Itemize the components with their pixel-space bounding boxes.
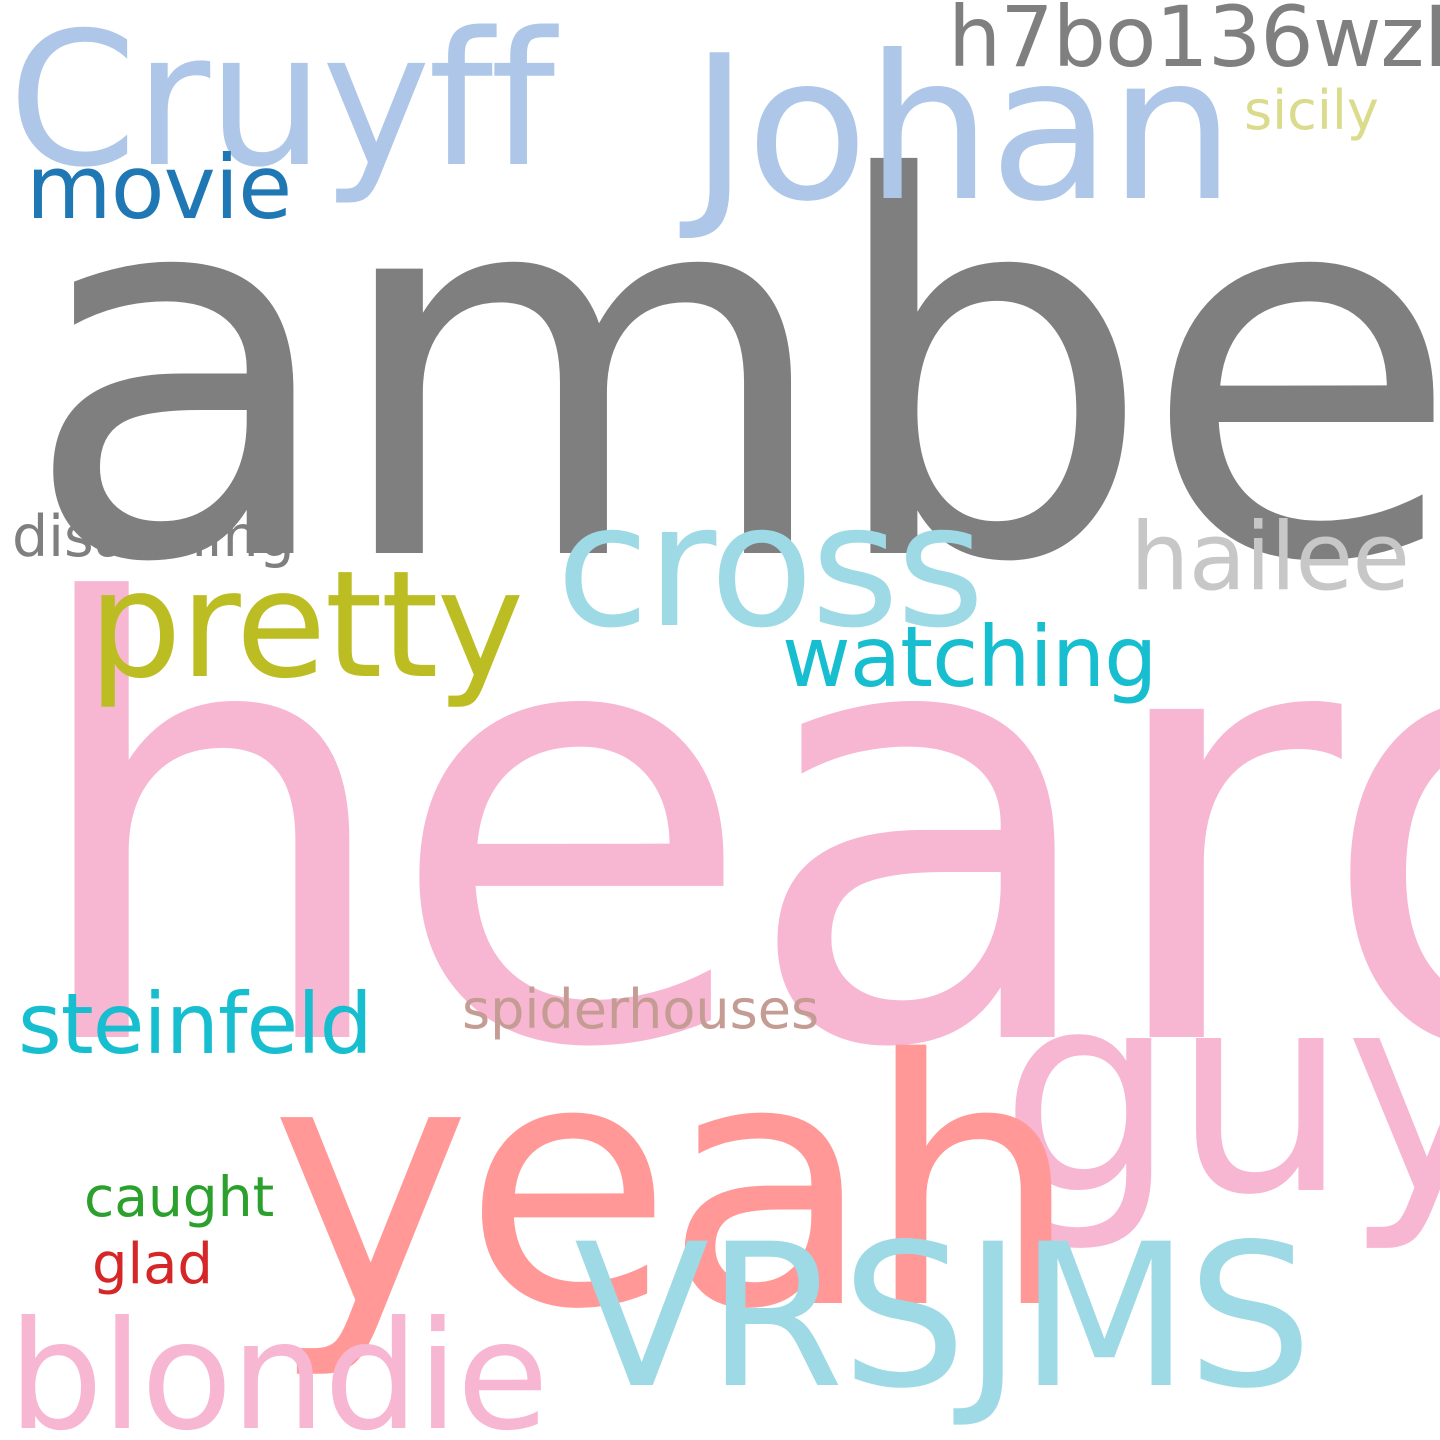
word-cross: cross <box>556 468 985 666</box>
word-yeah: yeah <box>270 988 1080 1384</box>
word-glad: glad <box>92 1232 213 1297</box>
word-caught: caught <box>84 1165 275 1229</box>
word-amber: amber <box>22 70 1440 676</box>
word-watching: watching <box>782 608 1157 706</box>
word-vrsjms: VRSJMS <box>574 1201 1313 1432</box>
word-sicily: sicily <box>1244 79 1379 142</box>
word-heard: heard <box>20 480 1440 1179</box>
word-johan: Johan <box>690 13 1235 246</box>
word-movie: movie <box>26 136 292 239</box>
word-hailee: hailee <box>1130 503 1410 612</box>
word-pretty: pretty <box>88 539 524 711</box>
word-cruyff: Cruyff <box>8 0 555 208</box>
word-h7bo136wzl: h7bo136wzL <box>948 0 1440 86</box>
word-steinfeld: steinfeld <box>18 975 373 1073</box>
word-guy: guy <box>1000 932 1440 1256</box>
word-blondie: blondie <box>8 1290 549 1440</box>
word-spiderhouses: spiderhouses <box>462 978 820 1041</box>
word-disarming: disarming <box>12 504 295 570</box>
